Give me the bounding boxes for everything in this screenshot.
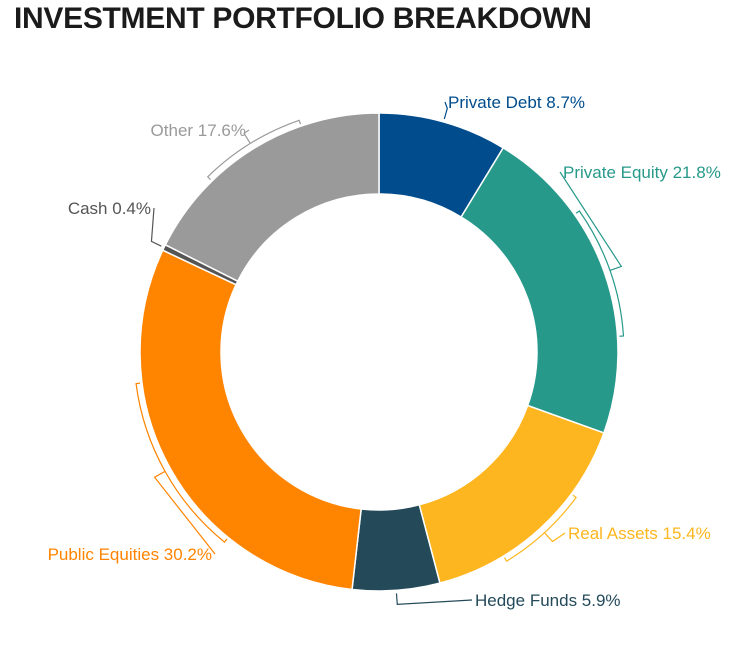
label-private-equity: Private Equity 21.8%: [563, 163, 721, 182]
leader-cash: [150, 207, 162, 247]
label-cash: Cash 0.4%: [68, 199, 151, 218]
chart-title: INVESTMENT PORTFOLIO BREAKDOWN: [14, 2, 592, 35]
slice-other[interactable]: [164, 112, 380, 283]
label-public-equities: Public Equities 30.2%: [48, 545, 212, 564]
leader-private-equity: [559, 171, 625, 337]
leader-public-equities: [135, 382, 228, 555]
slice-public-equities[interactable]: [139, 249, 362, 591]
leader-hedge-funds: [395, 593, 473, 605]
leader-real-assets: [504, 494, 577, 562]
label-real-assets: Real Assets 15.4%: [568, 524, 711, 543]
leader-other: [206, 119, 302, 181]
leader-private-debt: [443, 101, 448, 120]
label-other: Other 17.6%: [151, 121, 246, 140]
slice-private-equity[interactable]: [460, 146, 619, 434]
label-private-debt: Private Debt 8.7%: [448, 93, 585, 112]
label-hedge-funds: Hedge Funds 5.9%: [475, 591, 621, 610]
slice-real-assets[interactable]: [418, 404, 605, 585]
